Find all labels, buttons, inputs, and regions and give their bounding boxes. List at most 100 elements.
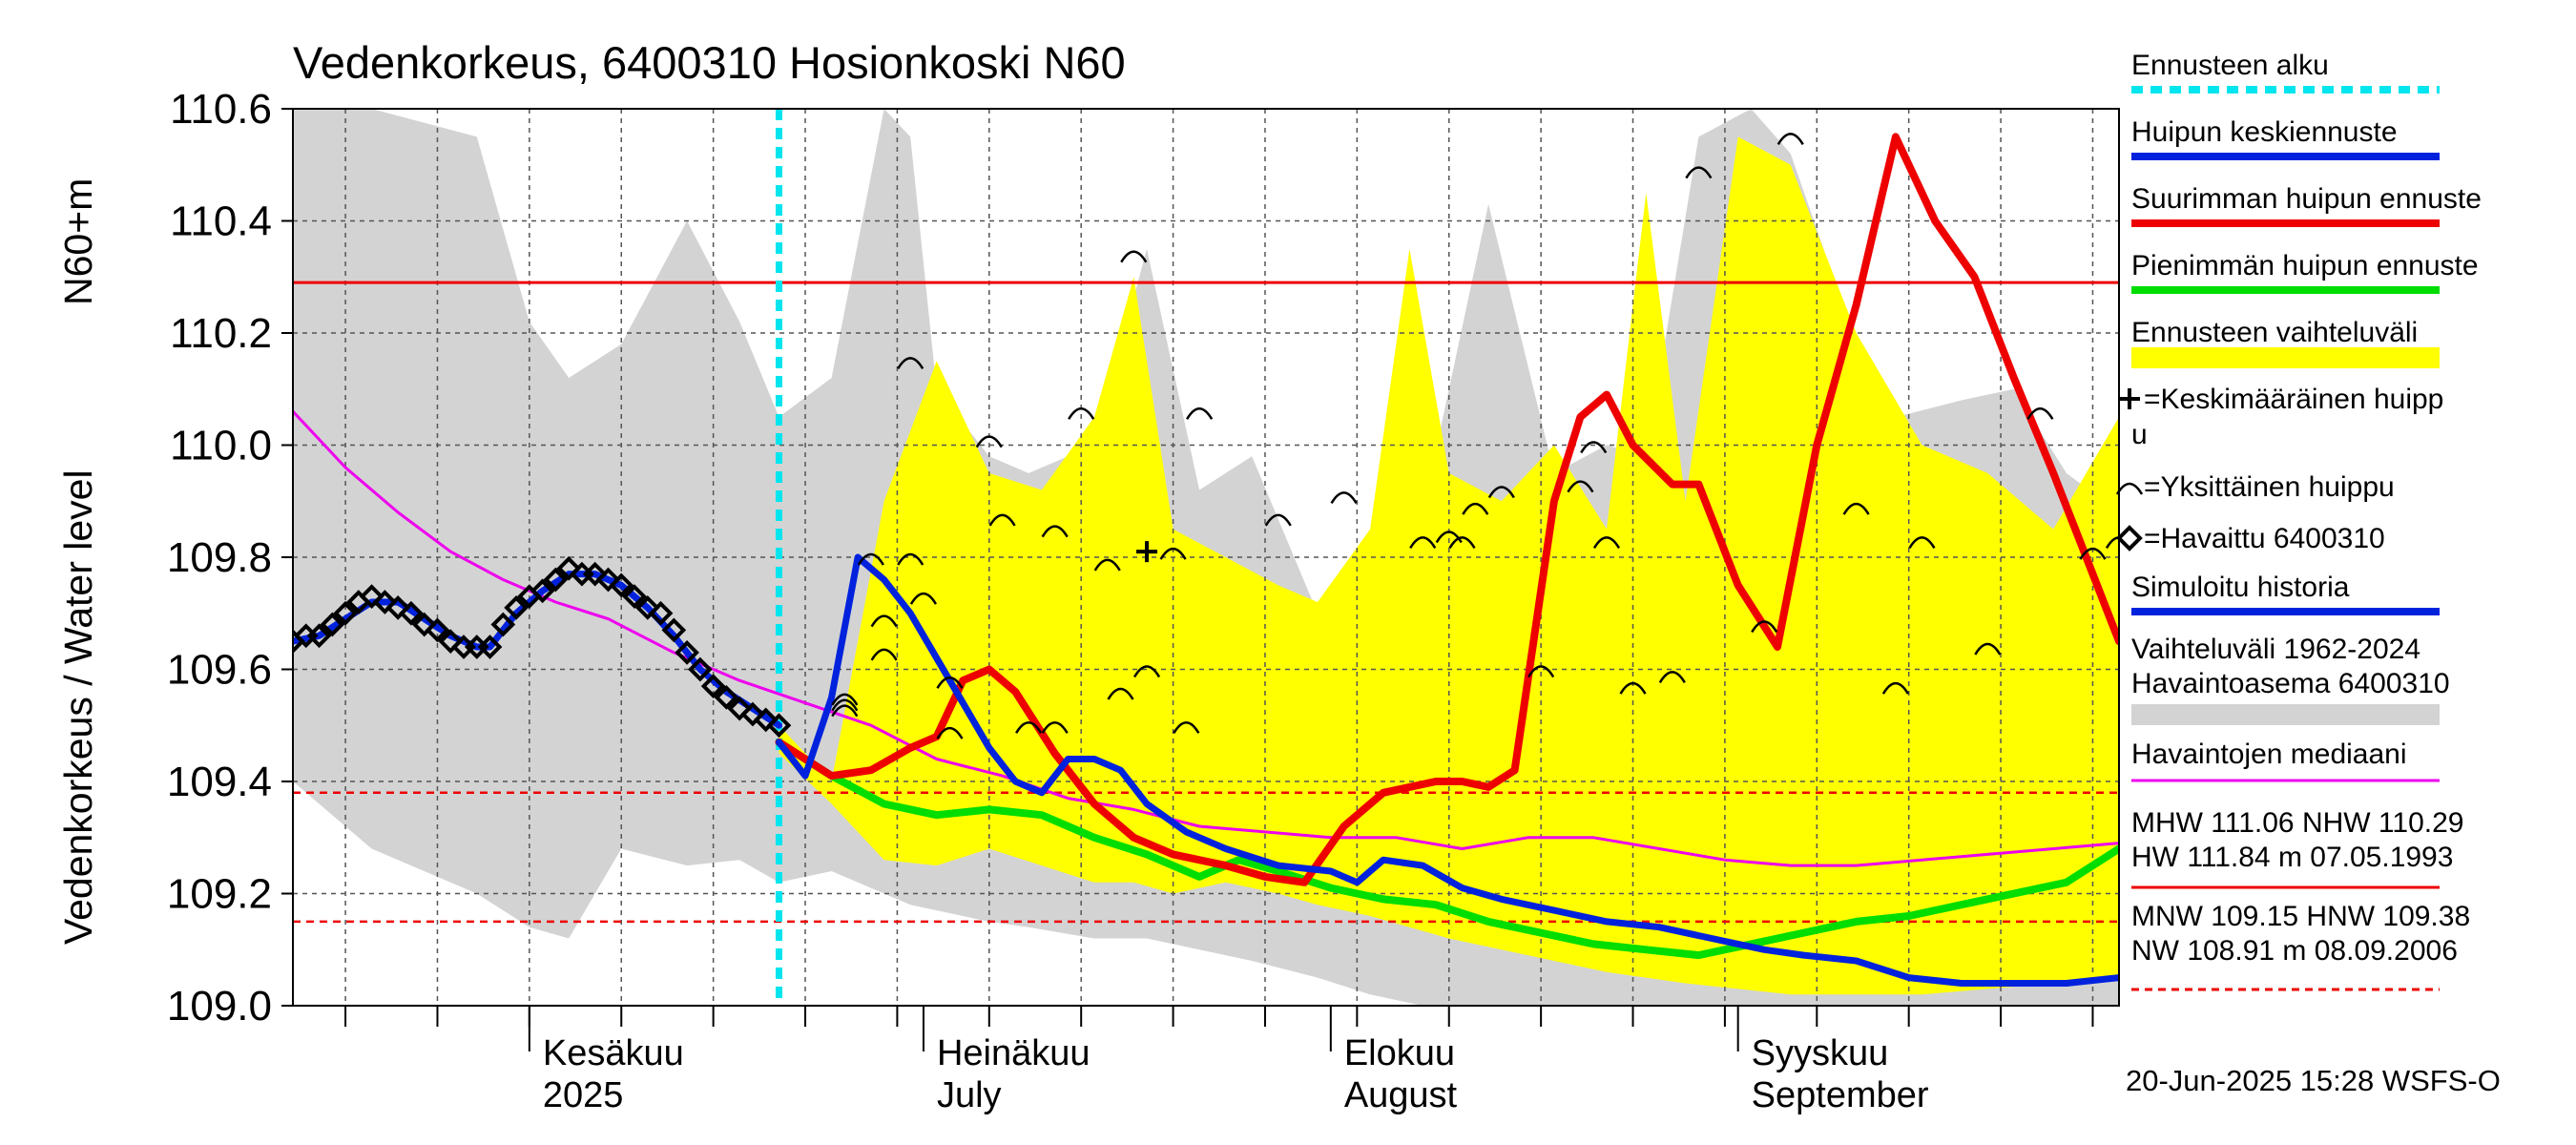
y-tick-label: 109.2 (167, 871, 272, 918)
legend-label-line2: HW 111.84 m 07.05.1993 (2131, 842, 2453, 873)
observed-point (372, 590, 398, 614)
single-peak-marker (831, 698, 859, 712)
single-peak-marker (1592, 536, 1621, 550)
observed-point (477, 635, 503, 659)
month-label-en: September (1752, 1075, 1929, 1115)
legend-label-line2: Havaintoasema 6400310 (2131, 668, 2450, 699)
single-peak-marker (909, 592, 938, 605)
observed-point (634, 595, 660, 620)
observed-point (714, 685, 739, 710)
month-label-en: August (1344, 1075, 1458, 1115)
legend-label: =Keskimääräinen huipp (2144, 384, 2443, 415)
single-peak-marker (2079, 547, 2107, 560)
legend-label: Suurimman huipun ennuste (2131, 183, 2482, 215)
single-peak-marker (1093, 558, 1121, 572)
month-label-en: July (937, 1075, 1002, 1115)
single-peak-marker (1330, 491, 1358, 505)
observed-point (661, 617, 687, 643)
single-peak-marker (1041, 721, 1069, 734)
observed-point (700, 674, 726, 698)
single-peak-marker (1658, 671, 1686, 684)
mean-peak-marker (1136, 541, 1158, 563)
series-suurimman-huipun-ennuste (775, 133, 2119, 886)
legend: Ennusteen alku Huipun keskiennuste Suurimm… (2115, 50, 2482, 991)
observed-point (385, 595, 410, 620)
single-peak-marker (1751, 620, 1778, 634)
legend-plus-icon (2119, 388, 2140, 409)
series-pienimm-n-huipun-ennuste (775, 738, 2119, 960)
legend-label: =Havaittu 6400310 (2144, 523, 2385, 554)
observed-point (740, 701, 765, 727)
single-peak-marker (1409, 536, 1437, 550)
observed-point (425, 617, 450, 643)
observed-point (399, 600, 424, 626)
observed-point (504, 595, 529, 620)
observed-point (490, 612, 516, 637)
month-label-fi: Elokuu (1344, 1033, 1455, 1073)
legend-label: Pienimmän huipun ennuste (2131, 250, 2479, 281)
single-peak-marker (936, 726, 964, 739)
single-peak-marker (1264, 513, 1292, 527)
single-peak-marker (1107, 687, 1134, 700)
y-tick-label: 110.2 (170, 310, 272, 357)
y-tick-label: 109.8 (167, 534, 272, 581)
legend-label-line2: NW 108.91 m 08.09.2006 (2131, 935, 2458, 967)
legend-diamond-icon (2116, 525, 2143, 552)
single-peak-marker (1580, 441, 1608, 454)
observed-point (411, 612, 437, 637)
single-peak-marker (897, 357, 924, 370)
single-peak-marker (1881, 681, 1909, 695)
single-peak-marker (1487, 486, 1515, 499)
single-peak-marker (1068, 407, 1095, 420)
observed-point (359, 584, 384, 609)
legend-arc-icon (2115, 482, 2144, 495)
single-peak-marker (1015, 721, 1043, 734)
legend-label: MNW 109.15 HNW 109.38 (2131, 901, 2470, 932)
chart-title: Vedenkorkeus, 6400310 Hosionkoski N60 (293, 37, 1126, 88)
observed-point (648, 600, 674, 626)
legend-label: Havaintojen mediaani (2131, 739, 2407, 770)
observed-point (609, 572, 634, 598)
single-peak-marker (1842, 502, 1870, 515)
y-tick-label: 109.4 (167, 759, 272, 805)
month-label-fi: Kesäkuu (543, 1033, 684, 1073)
single-peak-marker (2105, 536, 2119, 550)
single-peak-marker (1186, 407, 1214, 420)
observed-point (675, 640, 699, 665)
single-peak-marker (1685, 166, 1713, 179)
single-peak-marker (1120, 250, 1148, 263)
y-axis-unit: N60+m (56, 178, 100, 305)
y-tick-label: 109.0 (167, 983, 272, 1030)
legend-label: Vaihteluväli 1962-2024 (2131, 634, 2420, 665)
single-peak-marker (1974, 642, 2002, 656)
timestamp-footer: 20-Jun-2025 15:28 WSFS-O (2126, 1064, 2501, 1097)
single-peak-marker (831, 704, 859, 718)
legend-swatch (2131, 347, 2440, 368)
observed-point (333, 600, 358, 626)
single-peak-marker (1462, 502, 1489, 515)
y-tick-label: 110.0 (170, 423, 272, 469)
observed-point (438, 629, 464, 654)
legend-label: Ennusteen vaihteluväli (2131, 317, 2418, 348)
y-axis-label: Vedenkorkeus / Water level (56, 469, 100, 945)
month-label-fi: Heinäkuu (937, 1033, 1091, 1073)
observed-point (595, 567, 621, 593)
single-peak-marker (1619, 681, 1647, 695)
legend-label: Simuloitu historia (2131, 572, 2350, 603)
single-peak-marker (1173, 721, 1200, 734)
y-tick-label: 110.4 (170, 198, 272, 245)
single-peak-marker (1908, 536, 1936, 550)
observed-point (727, 696, 753, 721)
single-peak-marker (870, 614, 898, 628)
plot-inner (293, 109, 2119, 1006)
single-peak-marker (1448, 536, 1476, 550)
legend-label: Ennusteen alku (2131, 50, 2329, 81)
single-peak-marker (831, 693, 859, 706)
forecast-range-band (779, 136, 2119, 995)
observed-point (306, 623, 332, 649)
y-tick-label: 109.6 (167, 647, 272, 694)
axes: 109.0 109.2 109.4 109.6 109.8 110.0 110.2 110.4… (167, 86, 2120, 1115)
month-label-fi: Syyskuu (1752, 1033, 1889, 1073)
y-tick-label: 110.6 (170, 86, 272, 133)
